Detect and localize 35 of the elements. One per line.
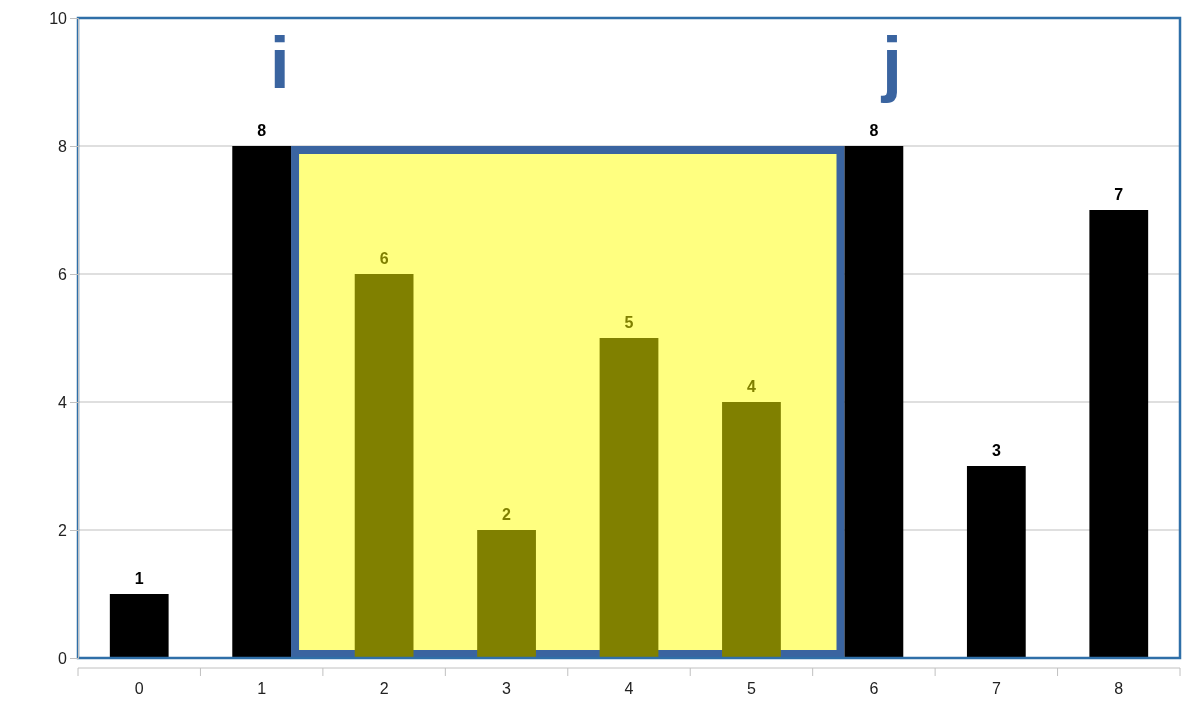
data-label: 2 [502, 506, 512, 523]
bar [109, 594, 169, 658]
annotation: i [269, 23, 290, 103]
data-label: 8 [257, 122, 267, 139]
bar [844, 146, 904, 658]
data-label: 1 [134, 570, 144, 587]
bar [232, 146, 292, 658]
data-label: 8 [869, 122, 879, 139]
y-tick-label: 8 [58, 137, 68, 155]
x-tick-label: 8 [1114, 680, 1124, 697]
y-tick-label: 6 [58, 265, 68, 283]
x-tick-label: 0 [134, 680, 144, 697]
y-tick-label: 4 [58, 393, 68, 411]
x-tick-label: 5 [746, 680, 756, 697]
x-tick-label: 4 [624, 680, 634, 697]
bar [354, 274, 414, 658]
annotation: j [879, 23, 902, 103]
data-label: 3 [991, 442, 1001, 459]
x-tick-label: 3 [502, 680, 512, 697]
data-label: 6 [379, 250, 389, 267]
data-label: 7 [1114, 186, 1124, 203]
y-tick-label: 2 [58, 521, 68, 539]
bar [722, 402, 781, 658]
x-tick-label: 7 [991, 680, 1001, 697]
data-label: 5 [624, 314, 634, 331]
x-tick-label: 1 [257, 680, 267, 697]
data-label: 4 [746, 378, 756, 395]
x-tick-label: 6 [869, 680, 879, 697]
y-tick-label: 0 [58, 649, 68, 667]
y-tick-label: 10 [49, 9, 68, 27]
x-tick-label: 2 [379, 680, 389, 697]
bar [1089, 210, 1149, 658]
bar [599, 338, 659, 658]
bar [477, 530, 536, 658]
bar [966, 466, 1026, 658]
